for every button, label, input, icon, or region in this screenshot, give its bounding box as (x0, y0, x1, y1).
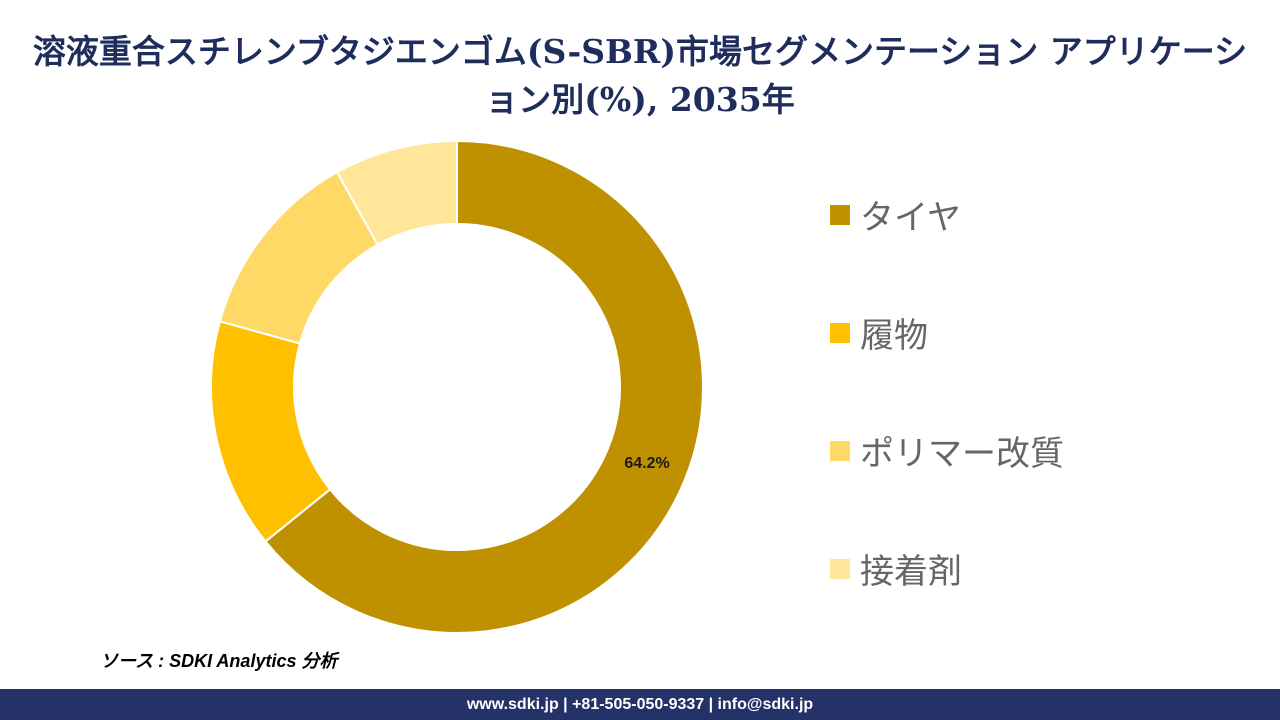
legend-item: ポリマー改質 (830, 426, 1064, 475)
footer-contact: www.sdki.jp | +81-505-050-9337 | info@sd… (0, 689, 1280, 720)
legend-swatch (830, 204, 850, 225)
legend-item: 履物 (830, 308, 928, 357)
legend-label: 履物 (860, 316, 928, 356)
legend-label: タイヤ (860, 198, 961, 238)
legend-item: 接着剤 (830, 544, 962, 593)
legend-label: 接着剤 (860, 552, 962, 592)
data-label: 64.2% (624, 455, 669, 472)
slice-1 (264, 139, 704, 634)
source-note: ソース : SDKI Analytics 分析 (100, 651, 338, 671)
legend-swatch (830, 322, 850, 343)
legend-swatch (830, 440, 850, 461)
legend-swatch (830, 558, 850, 579)
slice-4 (335, 139, 458, 247)
legend-item: タイヤ (830, 190, 961, 239)
chart-title: 溶液重合スチレンブタジエンゴム(S-SBR)市場セグメンテーション アプリケーシ… (32, 32, 1248, 119)
legend-label: ポリマー改質 (860, 434, 1064, 474)
